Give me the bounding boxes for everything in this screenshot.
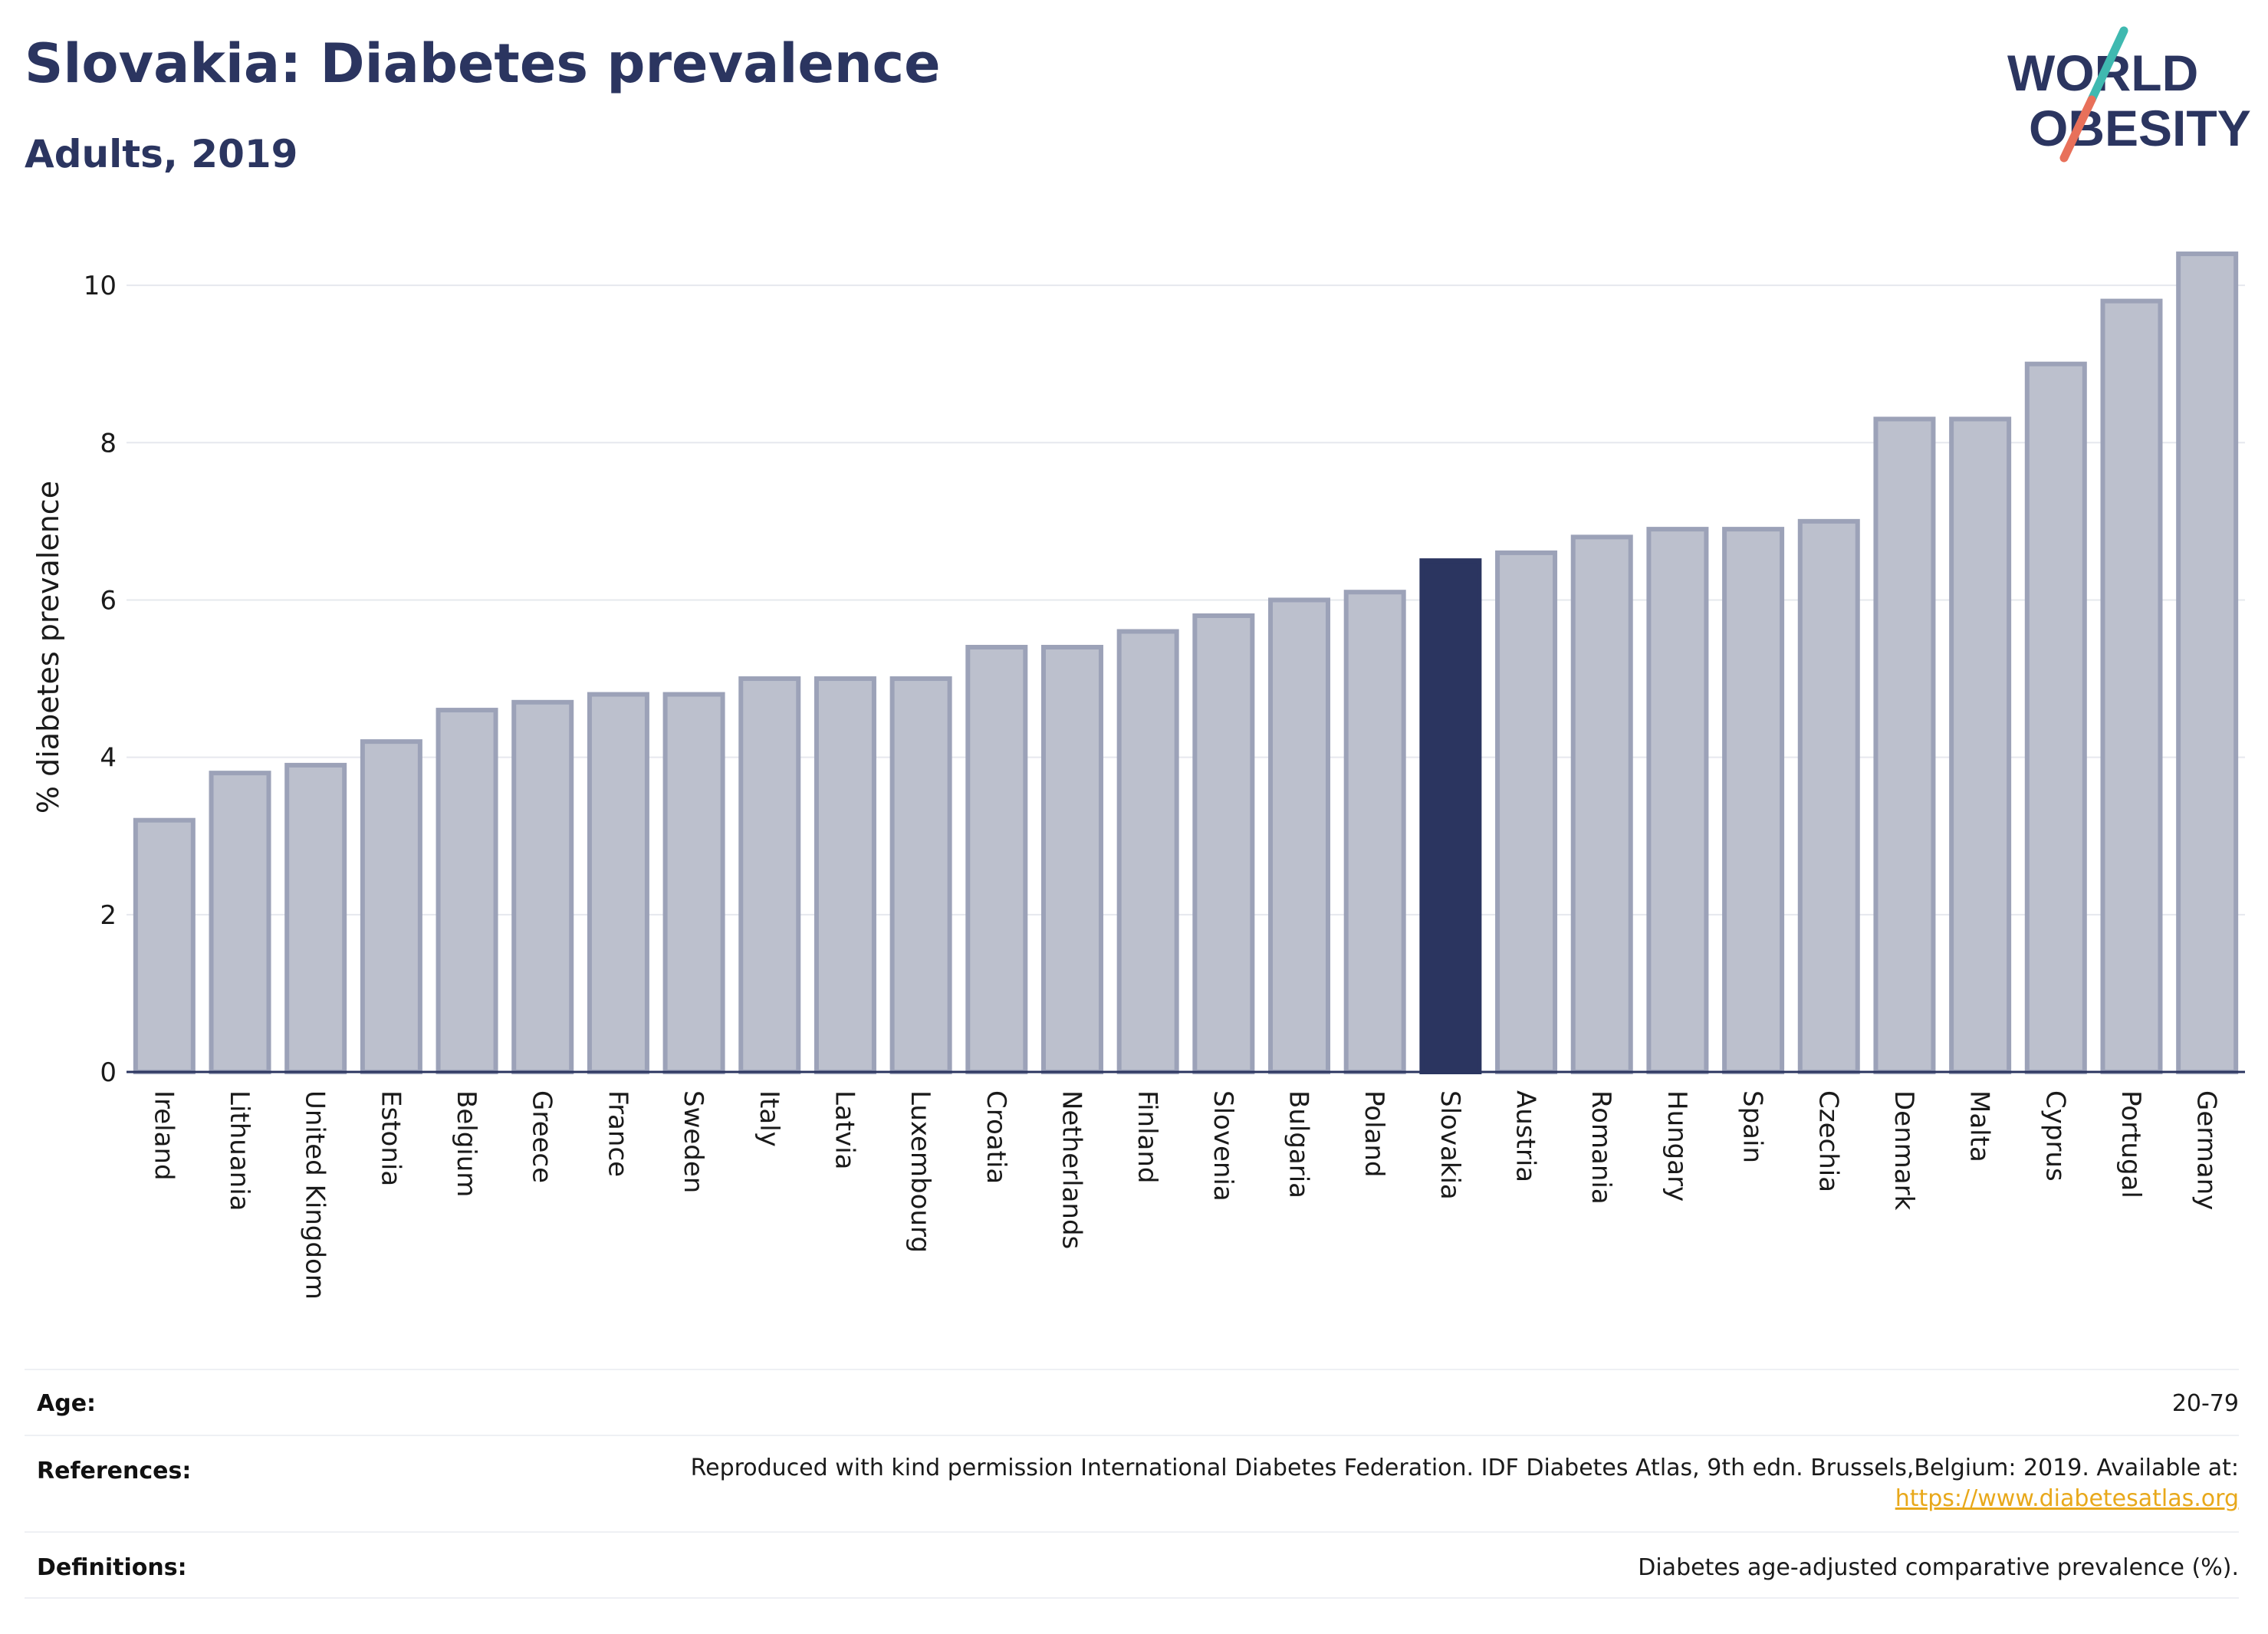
x-tick-label: Austria bbox=[1510, 1090, 1541, 1182]
references-value: Reproduced with kind permission Internat… bbox=[691, 1453, 2239, 1514]
bar bbox=[587, 692, 649, 1074]
x-tick-label: Germany bbox=[2191, 1090, 2222, 1210]
bar bbox=[436, 708, 498, 1075]
logo-slash-coral-icon bbox=[2059, 95, 2096, 163]
x-tick-label: Czechia bbox=[1813, 1090, 1843, 1192]
x-tick-label: Finland bbox=[1132, 1090, 1162, 1184]
bar bbox=[1268, 597, 1331, 1074]
x-tick-label: Portugal bbox=[2115, 1090, 2146, 1198]
x-tick-label: Spain bbox=[1737, 1090, 1768, 1163]
x-tick-label: Latvia bbox=[829, 1090, 860, 1170]
page-subtitle: Adults, 2019 bbox=[25, 132, 298, 176]
bar bbox=[662, 692, 725, 1074]
bar bbox=[1419, 558, 1482, 1074]
bar bbox=[1873, 416, 1936, 1074]
bar bbox=[1495, 550, 1558, 1074]
x-tick-label: Estonia bbox=[375, 1090, 406, 1186]
bar bbox=[738, 676, 801, 1074]
x-tick-label: Sweden bbox=[678, 1090, 708, 1193]
bar bbox=[511, 699, 574, 1074]
bar bbox=[1722, 527, 1785, 1074]
bar bbox=[814, 676, 876, 1074]
y-tick-label: 2 bbox=[100, 900, 117, 931]
age-label: Age: bbox=[37, 1390, 97, 1417]
bar bbox=[2176, 252, 2239, 1075]
x-tick-label: Hungary bbox=[1662, 1090, 1692, 1202]
x-tick-label: Bulgaria bbox=[1284, 1090, 1314, 1198]
bar bbox=[889, 676, 952, 1074]
bar bbox=[1949, 416, 2012, 1074]
x-tick-label: Malta bbox=[1964, 1090, 1995, 1162]
bar bbox=[2024, 361, 2087, 1074]
x-tick-label: Italy bbox=[754, 1090, 784, 1147]
references-text: Reproduced with kind permission Internat… bbox=[690, 1455, 2239, 1481]
x-tick-label: Luxembourg bbox=[905, 1090, 935, 1253]
bar bbox=[1570, 534, 1633, 1074]
y-tick-label: 4 bbox=[100, 743, 117, 774]
definitions-value: Diabetes age-adjusted comparative preval… bbox=[1638, 1554, 2239, 1581]
meta-row-references: References: Reproduced with kind permiss… bbox=[25, 1435, 2239, 1533]
definitions-label: Definitions: bbox=[37, 1554, 187, 1581]
bar bbox=[133, 817, 196, 1075]
x-tick-label: Greece bbox=[527, 1090, 557, 1183]
x-tick-label: Netherlands bbox=[1056, 1090, 1086, 1249]
world-obesity-logo: WORLD OBESITY bbox=[2007, 26, 2251, 163]
bar bbox=[1040, 645, 1103, 1074]
x-tick-label: Ireland bbox=[148, 1090, 179, 1181]
age-value: 20-79 bbox=[2171, 1390, 2239, 1417]
meta-row-definitions: Definitions: Diabetes age-adjusted compa… bbox=[25, 1531, 2239, 1599]
x-tick-label: Croatia bbox=[981, 1090, 1011, 1184]
bar bbox=[360, 739, 422, 1074]
x-tick-label: Slovenia bbox=[1208, 1090, 1238, 1202]
bar bbox=[1116, 629, 1179, 1074]
bar bbox=[965, 645, 1028, 1074]
bar bbox=[1797, 518, 1860, 1074]
x-tick-label: Denmark bbox=[1888, 1090, 1919, 1211]
logo-slash-teal-icon bbox=[2087, 26, 2128, 104]
bar bbox=[1192, 613, 1255, 1074]
y-tick-label: 0 bbox=[100, 1057, 117, 1088]
x-tick-label: Lithuania bbox=[224, 1090, 255, 1211]
meta-bottom-divider bbox=[25, 1597, 2239, 1599]
bar bbox=[1343, 590, 1406, 1074]
x-tick-label: United Kingdom bbox=[300, 1090, 330, 1300]
bar bbox=[284, 762, 347, 1075]
y-tick-label: 6 bbox=[100, 585, 117, 616]
meta-row-age: Age: 20-79 bbox=[25, 1369, 2239, 1436]
bar bbox=[1646, 527, 1709, 1074]
x-tick-label: Romania bbox=[1586, 1090, 1616, 1205]
references-label: References: bbox=[37, 1458, 192, 1484]
bar bbox=[209, 771, 271, 1074]
x-tick-label: France bbox=[602, 1090, 633, 1177]
y-tick-label: 8 bbox=[100, 428, 117, 459]
x-tick-label: Slovakia bbox=[1435, 1090, 1465, 1200]
x-tick-label: Belgium bbox=[451, 1090, 482, 1197]
page-title: Slovakia: Diabetes prevalence bbox=[25, 32, 941, 95]
x-tick-label: Cyprus bbox=[2040, 1090, 2070, 1182]
references-link[interactable]: https://www.diabetesatlas.org bbox=[1895, 1485, 2239, 1512]
y-tick-label: 10 bbox=[84, 271, 117, 301]
y-axis-label: % diabetes prevalence bbox=[31, 481, 65, 814]
bar-chart: 0 2 4 6 8 10 % diabetes prevalence Ireland Lithu… bbox=[31, 252, 2245, 1300]
bar bbox=[2100, 298, 2163, 1074]
x-tick-label: Poland bbox=[1359, 1090, 1389, 1178]
